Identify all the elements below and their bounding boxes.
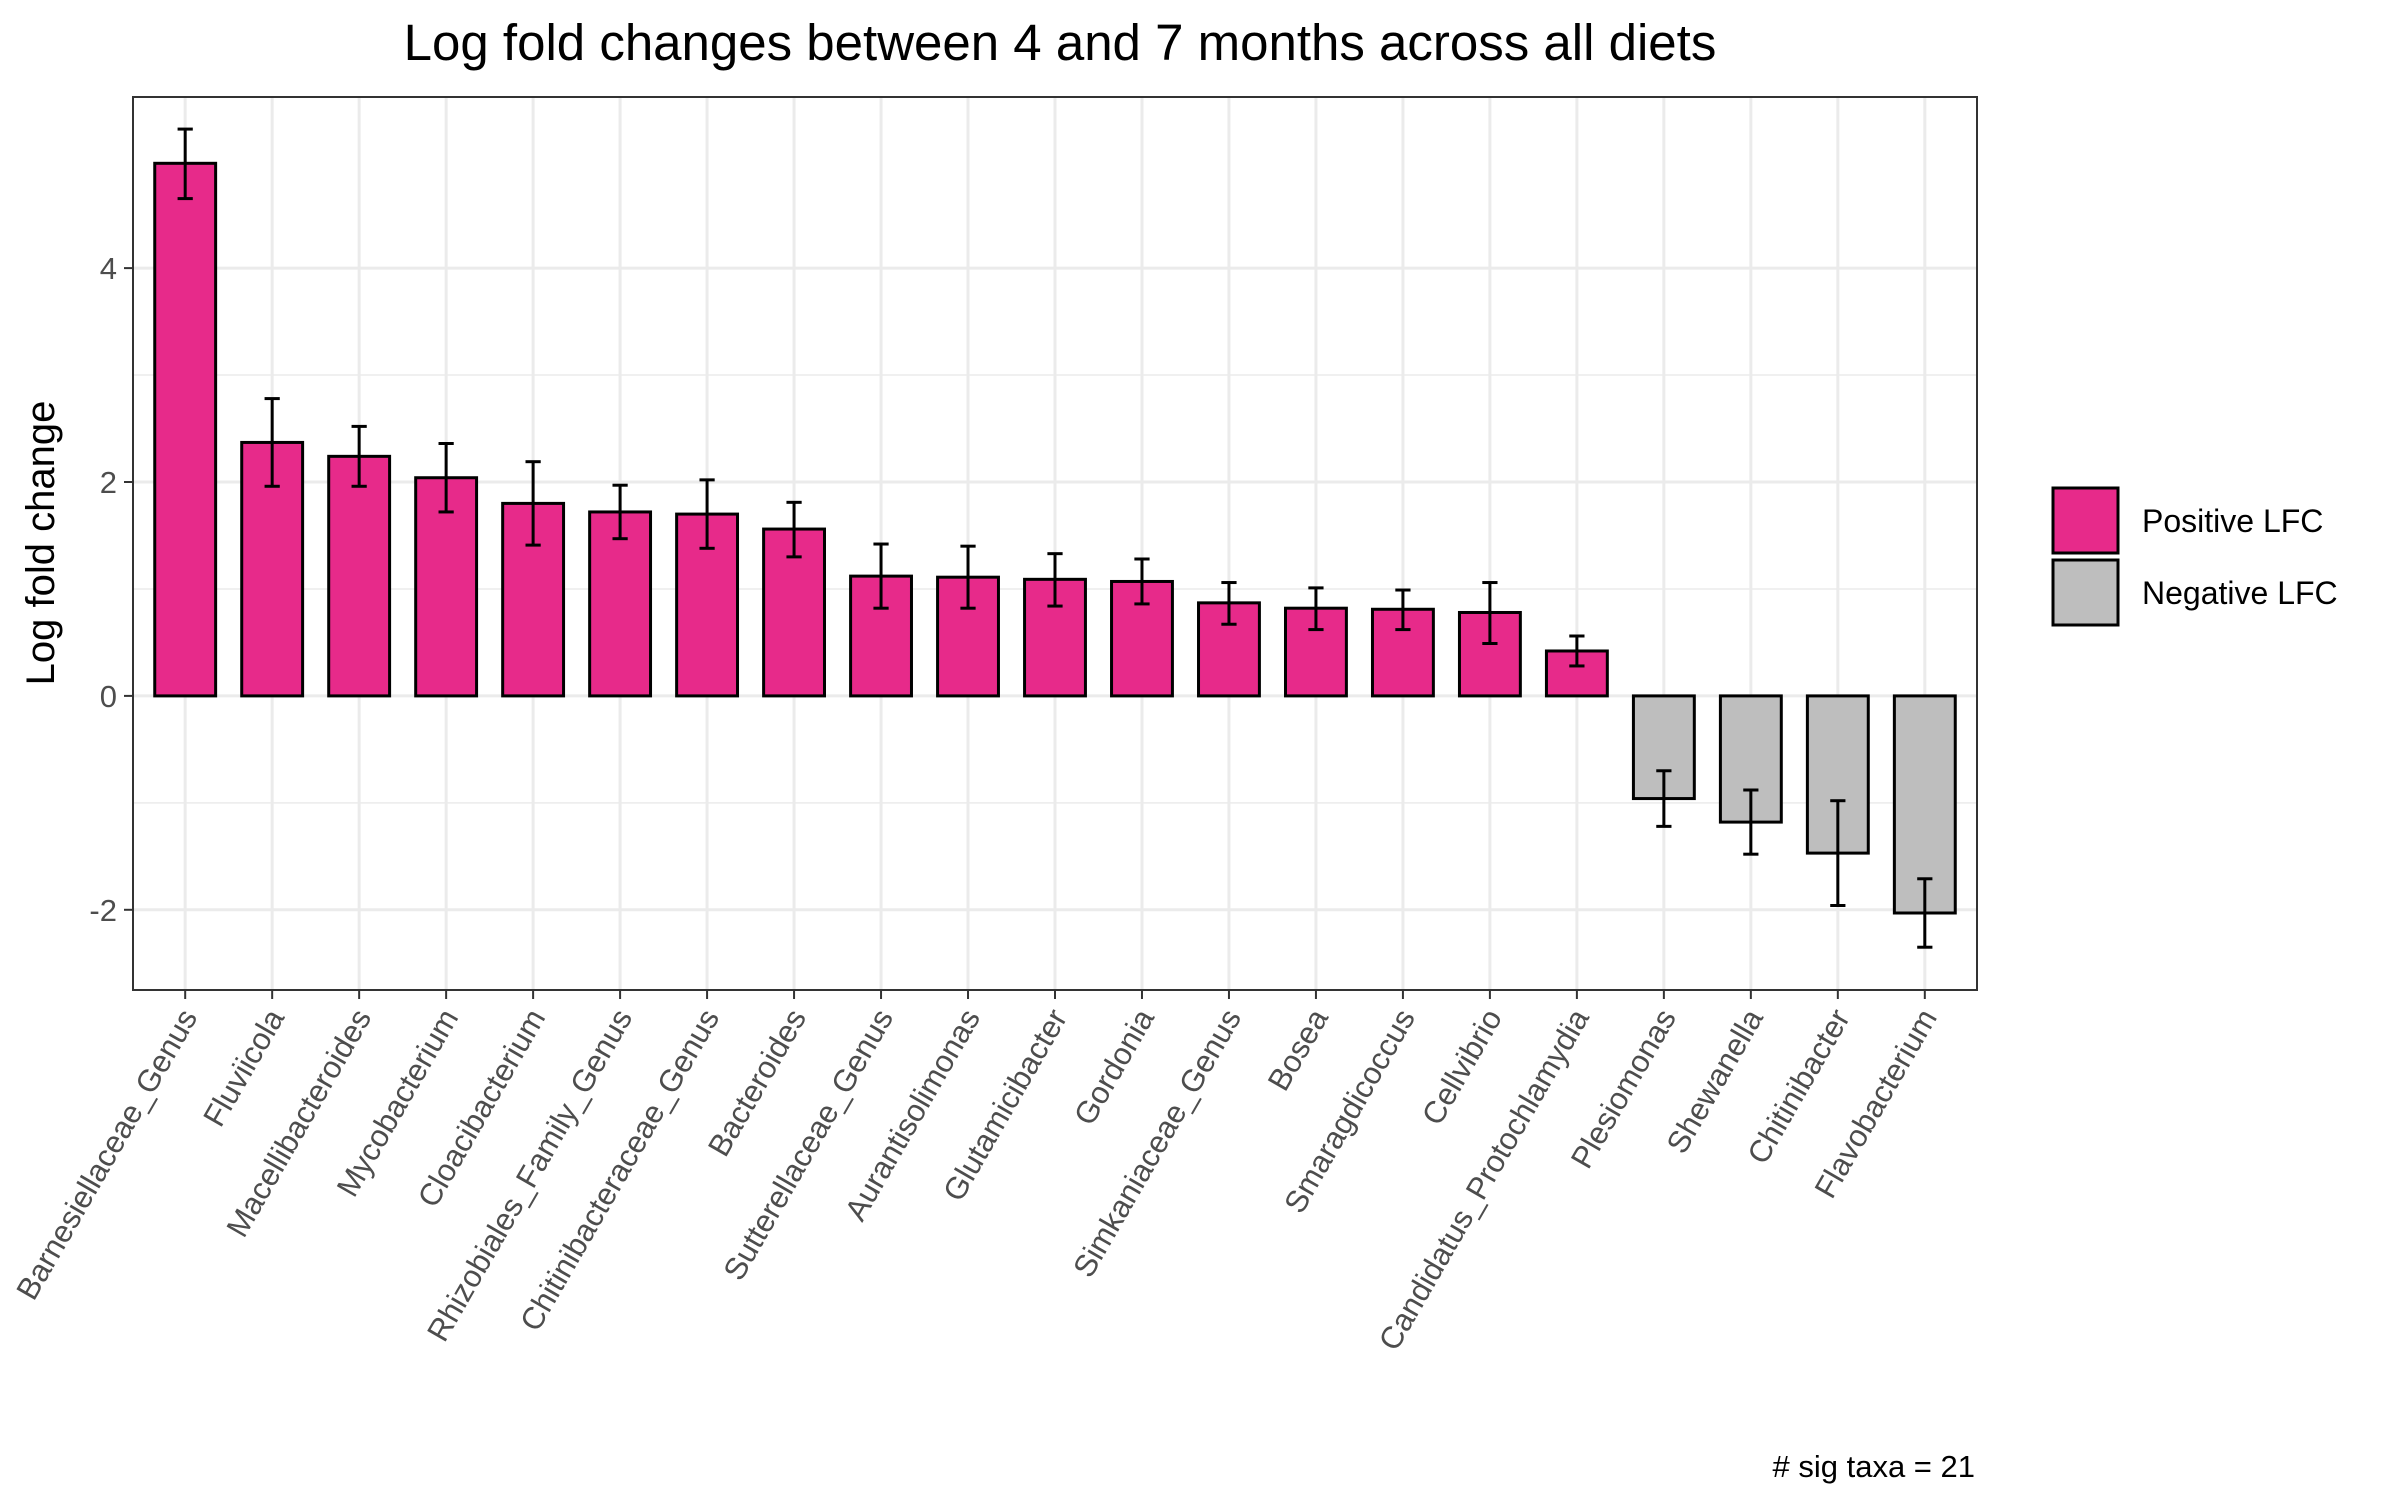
y-tick-label: 0 xyxy=(100,679,117,714)
bar-Mycobacterium xyxy=(414,476,479,698)
bar-Rhizobiales_Family_Genus xyxy=(588,510,653,698)
y-tick-label: 4 xyxy=(100,251,117,286)
error-bar-Sutterellaceae_Genus xyxy=(873,542,889,610)
legend: Positive LFC Negative LFC xyxy=(2051,486,2338,627)
chart-title: Log fold changes between 4 and 7 months … xyxy=(404,14,1717,71)
x-tick-label: Bosea xyxy=(1261,1002,1336,1096)
x-tick-label: Simkaniaceae_Genus xyxy=(1066,1003,1248,1283)
bar-Barnesiellaceae_Genus xyxy=(153,161,218,698)
bar-Flavobacterium xyxy=(1892,694,1957,915)
error-bar-Smaragdicoccus xyxy=(1395,588,1411,632)
error-bar-Bacteroides xyxy=(786,500,802,559)
error-bar-Bosea xyxy=(1308,586,1324,632)
error-bar-Barnesiellaceae_Genus xyxy=(177,127,193,201)
x-tick-label: Fluviicola xyxy=(196,1002,291,1132)
y-tick-label: 2 xyxy=(100,465,117,500)
caption-sig-taxa: # sig taxa = 21 xyxy=(1773,1449,1976,1484)
error-bar-Candidatus_Protochlamydia xyxy=(1569,634,1585,668)
error-bar-Fluviicola xyxy=(264,397,280,488)
error-bar-Gordonia xyxy=(1134,557,1150,606)
bar-Bosea xyxy=(1284,606,1348,698)
bar-Cellvibrio xyxy=(1457,610,1522,698)
y-axis: -2 0 2 4 xyxy=(89,251,133,928)
bars xyxy=(153,161,1957,915)
error-bar-Glutamicibacter xyxy=(1047,552,1063,608)
error-bar-Flavobacterium xyxy=(1917,877,1933,949)
error-bar-Chitinibacter xyxy=(1830,799,1846,908)
error-bar-Plesiomonas xyxy=(1656,769,1672,828)
error-bar-Simkaniaceae_Genus xyxy=(1221,581,1237,626)
y-axis-title: Log fold change xyxy=(19,401,63,686)
y-tick-label: -2 xyxy=(89,893,117,928)
legend-key-positive xyxy=(2051,486,2120,555)
error-bar-Rhizobiales_Family_Genus xyxy=(612,483,628,541)
error-bar-Cellvibrio xyxy=(1482,581,1498,645)
x-tick-label: Gordonia xyxy=(1067,1002,1161,1131)
x-tick-label: Sutterellaceae_Genus xyxy=(716,1003,900,1286)
error-bar-Aurantisolimonas xyxy=(960,544,976,610)
error-bar-Shewanella xyxy=(1743,788,1759,856)
bar-Macellibacteroides xyxy=(327,454,392,698)
error-bar-Cloacibacterium xyxy=(525,460,541,547)
legend-label-positive: Positive LFC xyxy=(2142,503,2323,539)
error-bars xyxy=(177,127,1933,949)
legend-label-negative: Negative LFC xyxy=(2142,575,2338,611)
error-bar-Macellibacteroides xyxy=(351,424,367,488)
x-axis: Barnesiellaceae_GenusFluviicolaMacelliba… xyxy=(9,990,1944,1356)
legend-key-negative xyxy=(2051,558,2120,627)
error-bar-Mycobacterium xyxy=(438,442,454,514)
x-tick-label: Barnesiellaceae_Genus xyxy=(9,1003,204,1306)
error-bar-Chitinibacteraceae_Genus xyxy=(699,478,715,550)
x-tick-label: Cellvibrio xyxy=(1415,1003,1509,1131)
